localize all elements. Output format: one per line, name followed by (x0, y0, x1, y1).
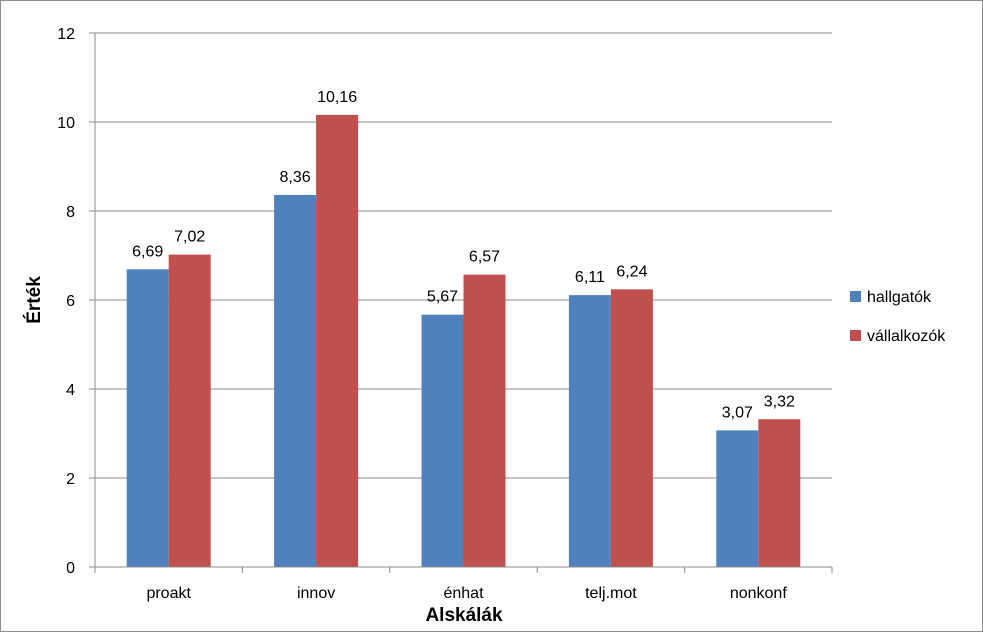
bars (126, 114, 801, 568)
data-label: 3,32 (764, 393, 795, 410)
legend: hallgatók vállalkozók (850, 289, 946, 345)
data-label: 7,02 (174, 229, 205, 246)
data-label: 8,36 (280, 169, 311, 186)
legend-swatch-vallalkozok (850, 330, 861, 341)
y-tick-label: 8 (66, 204, 75, 221)
data-label: 6,24 (616, 263, 647, 280)
bar-proakt-vállalkozók (168, 254, 211, 568)
x-tick-label: innov (297, 585, 335, 602)
y-tick-label: 10 (57, 115, 75, 132)
data-label: 5,67 (427, 289, 458, 306)
x-tick-label: telj.mot (585, 585, 637, 602)
legend-label-vallalkozok: vállalkozók (867, 328, 946, 345)
axes (89, 32, 833, 573)
bar-nonkonf-vállalkozók (758, 419, 801, 567)
x-tick-labels: proakt innov énhat telj.mot nonkonf (146, 585, 787, 602)
bar-innov-hallgatók (274, 194, 317, 568)
bar-telj.mot-vállalkozók (610, 289, 653, 567)
y-axis-title: Érték (23, 276, 45, 324)
bar-énhat-vállalkozók (463, 274, 506, 567)
x-tick-label: nonkonf (730, 585, 787, 602)
y-tick-label: 6 (66, 293, 75, 310)
bar-nonkonf-hallgatók (716, 430, 759, 567)
data-label: 6,57 (469, 249, 500, 266)
y-tick-label: 2 (66, 471, 75, 488)
data-label: 3,07 (722, 404, 753, 421)
bar-proakt-hallgatók (126, 269, 169, 567)
y-tick-label: 0 (66, 560, 75, 577)
legend-swatch-hallgatok (850, 291, 861, 302)
data-label: 6,69 (132, 243, 163, 260)
x-tick-label: énhat (443, 585, 484, 602)
y-tick-labels: 0 2 4 6 8 10 12 (57, 26, 75, 577)
data-label: 6,11 (575, 269, 605, 286)
bar-énhat-hallgatók (421, 314, 464, 567)
x-tick-label: proakt (146, 585, 191, 602)
gridlines (95, 32, 832, 479)
y-tick-label: 4 (66, 382, 75, 399)
bar-innov-vállalkozók (316, 114, 359, 567)
bar-telj.mot-hallgatók (568, 295, 611, 567)
data-label: 10,16 (317, 89, 357, 106)
legend-label-hallgatok: hallgatók (867, 289, 932, 306)
y-tick-label: 12 (57, 26, 75, 43)
data-labels: 6,69 7,02 8,36 10,16 5,67 6,57 6,11 6,24 3,07 3,3… (132, 89, 795, 422)
x-axis-title: Alskálák (425, 605, 503, 626)
